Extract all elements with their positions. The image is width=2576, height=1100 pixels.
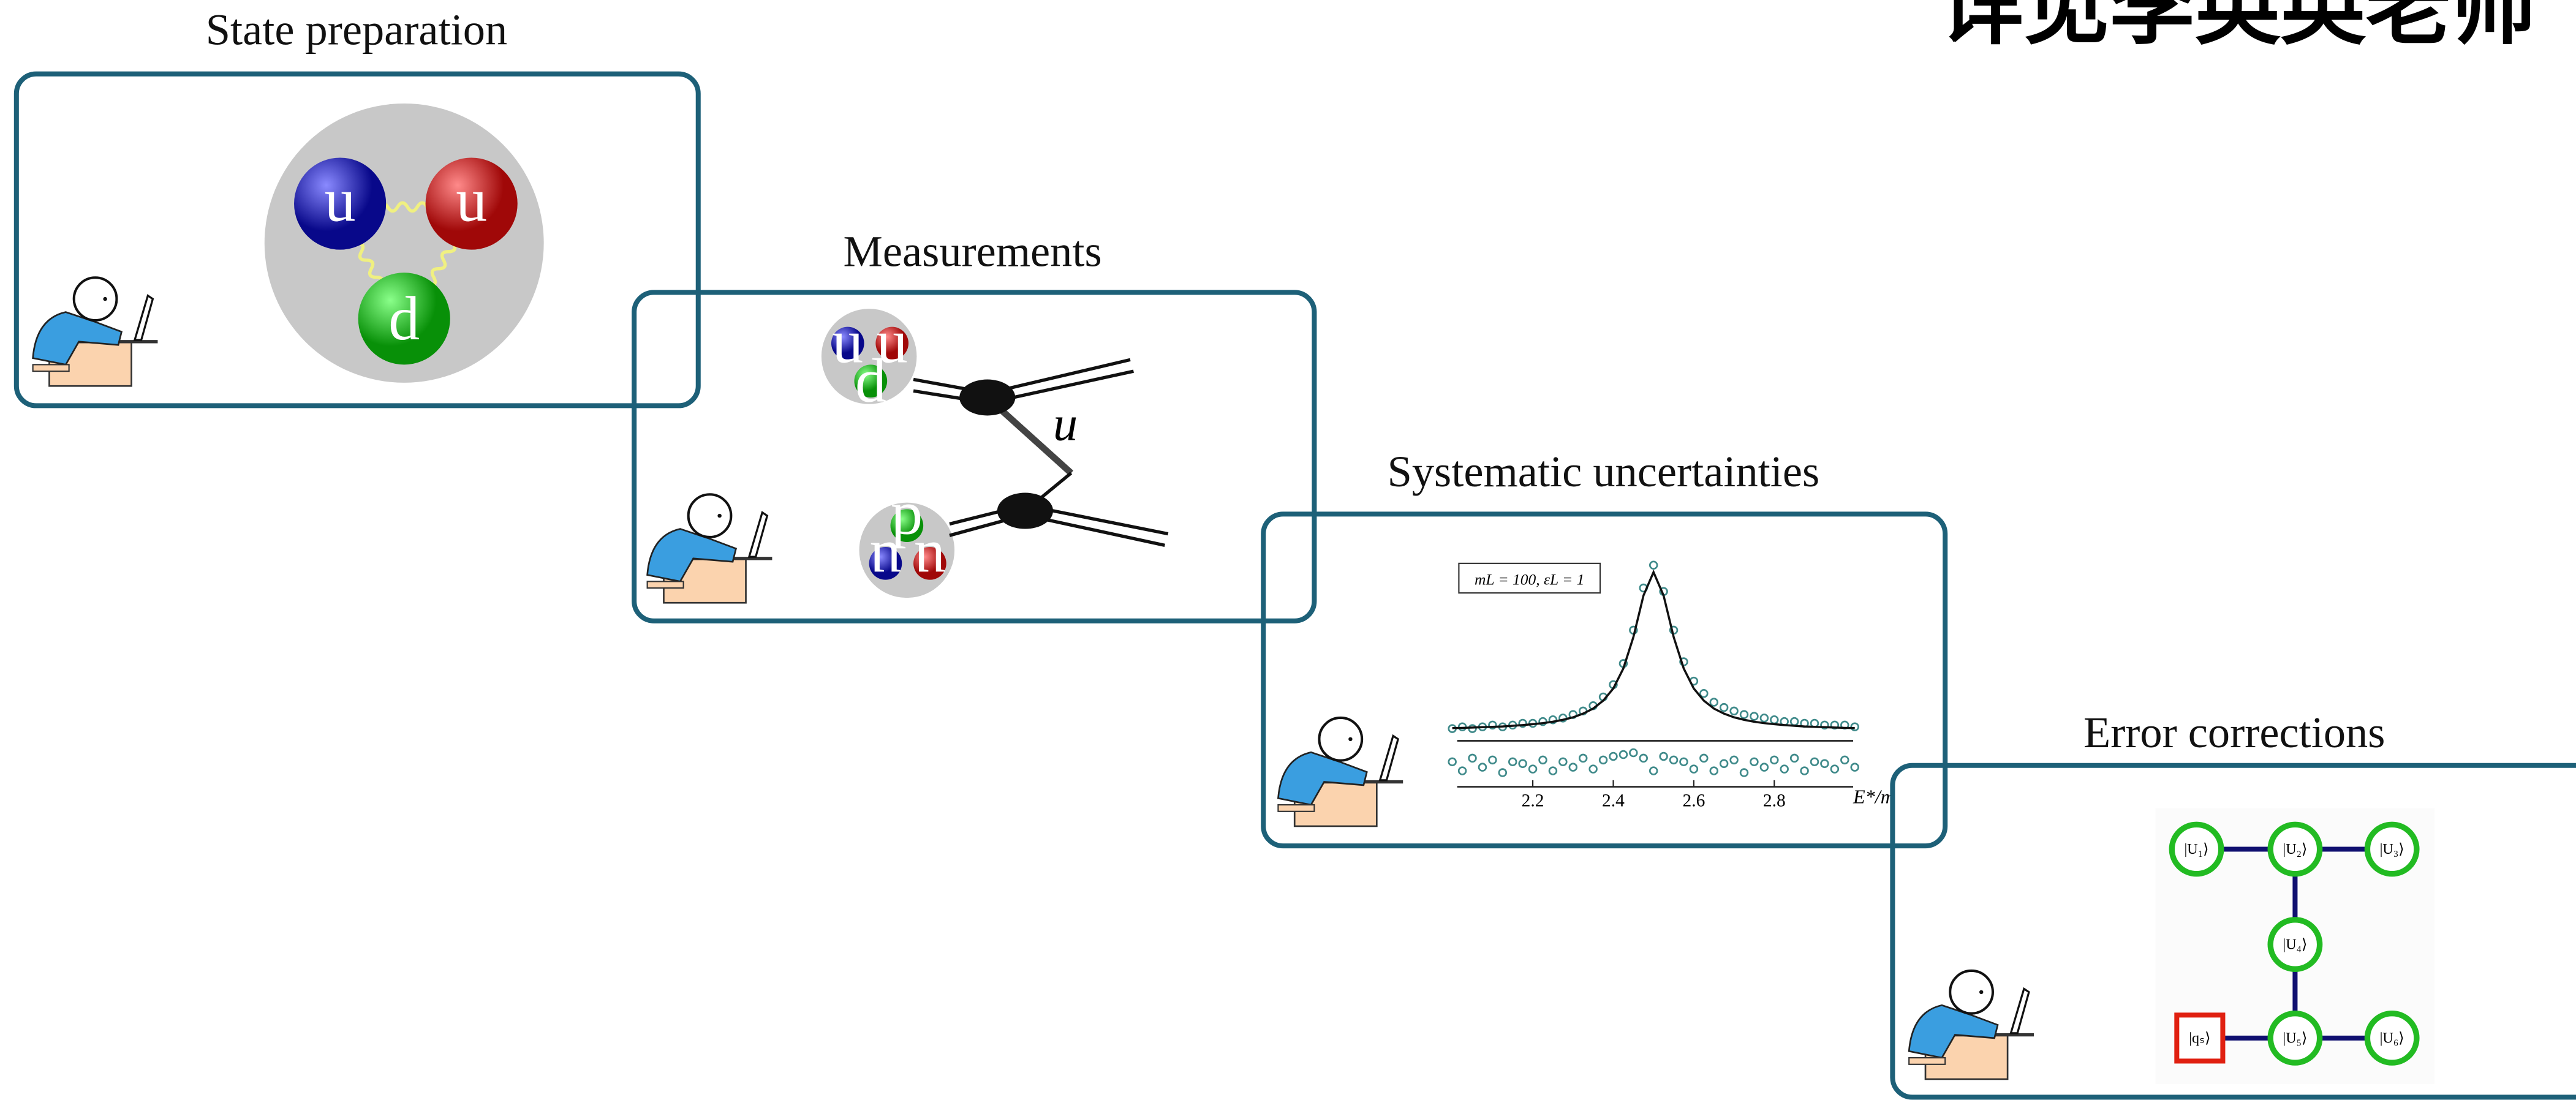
residual-point [1509, 758, 1516, 766]
residual-point [1731, 756, 1738, 764]
plot-annotation: mL = 100, εL = 1 [1475, 571, 1584, 589]
fit-curve [1452, 572, 1855, 728]
page-title: 详见李英英老师 [1938, 0, 2536, 56]
residual-point [1650, 767, 1657, 775]
residual-point [1549, 767, 1557, 775]
residual-point [1831, 766, 1838, 773]
residual-point [1499, 769, 1506, 777]
residual-point [1620, 751, 1627, 758]
quark-label: u [456, 166, 487, 235]
residual-point [1590, 766, 1597, 773]
residual-point [1459, 767, 1466, 775]
residual-point [1710, 767, 1718, 775]
person-icon [1909, 971, 2034, 1079]
quark-label: u [870, 529, 901, 598]
qubit-label: |U₂⟩ [2283, 841, 2307, 857]
residual-point [1770, 756, 1778, 764]
person-icon [1278, 718, 1403, 826]
residual-point [1529, 766, 1536, 773]
residual-point [1740, 769, 1748, 777]
data-point [1761, 714, 1768, 721]
residual-point [1851, 764, 1859, 771]
residual-point [1700, 755, 1707, 762]
residual-point [1559, 758, 1566, 766]
panel-title: Measurements [844, 226, 1102, 276]
person-icon [33, 277, 158, 386]
person-icon [648, 494, 772, 603]
residual-point [1610, 753, 1617, 760]
data-point [1851, 723, 1859, 731]
panel-title: Error corrections [2083, 707, 2385, 757]
x-tick-label: 2.2 [1522, 791, 1544, 811]
panel-title: State preparation [206, 4, 507, 54]
data-point [1731, 707, 1738, 715]
residual-point [1579, 755, 1587, 762]
residual-point [1751, 758, 1758, 766]
quark-label: u [914, 529, 945, 598]
residual-point [1539, 756, 1547, 764]
residual-point [1449, 758, 1456, 766]
data-point [1791, 718, 1798, 725]
x-tick-label: 2.8 [1763, 791, 1786, 811]
residual-point [1489, 756, 1496, 764]
panel-title: Systematic uncertainties [1388, 446, 1820, 496]
residual-point [1841, 756, 1848, 764]
residual-point [1761, 764, 1768, 771]
residual-point [1660, 753, 1668, 760]
residual-point [1801, 767, 1808, 775]
residual-point [1600, 756, 1607, 764]
diagram: 详见李英英老师 State preparation u u d Measurem… [0, 0, 2576, 1100]
propagator-label: u [1053, 397, 1078, 451]
data-point [1770, 716, 1778, 723]
data-point [1650, 562, 1657, 569]
vertex [997, 493, 1053, 529]
residual-point [1630, 749, 1637, 756]
data-point [1751, 713, 1758, 720]
residual-point [1569, 764, 1577, 771]
quark-label: d [855, 347, 886, 416]
residual-point [1640, 755, 1647, 762]
data-point [1740, 711, 1748, 718]
residual-point [1670, 756, 1677, 764]
residual-point [1519, 760, 1527, 767]
qubit-label: |U₁⟩ [2184, 841, 2208, 857]
residual-point [1690, 766, 1698, 773]
residual-point [1469, 755, 1476, 762]
qubit-label: |U₃⟩ [2380, 841, 2404, 857]
ancilla-label: |qₛ⟩ [2189, 1030, 2210, 1046]
residual-point [1680, 758, 1688, 766]
residual-point [1720, 760, 1728, 767]
plot: mL = 100, εL = 1 E*/m 2.2 2.4 2.6 2.8 [1449, 562, 1895, 811]
quark-label: u [325, 166, 356, 235]
x-axis-label: E*/m [1853, 785, 1895, 807]
x-tick-label: 2.4 [1602, 791, 1625, 811]
data-point [1710, 699, 1718, 706]
qubit-label: |U₄⟩ [2283, 936, 2307, 953]
x-tick-label: 2.6 [1682, 791, 1705, 811]
residual-point [1791, 755, 1798, 762]
residual-point [1811, 758, 1818, 766]
qubit-label: |U₅⟩ [2283, 1030, 2307, 1046]
residual-point [1781, 766, 1788, 773]
residual-point [1479, 764, 1486, 771]
quark-label: d [388, 284, 420, 353]
vertex [959, 379, 1015, 415]
data-point [1720, 704, 1728, 711]
qubit-label: |U₆⟩ [2380, 1030, 2404, 1046]
residual-point [1821, 760, 1829, 767]
